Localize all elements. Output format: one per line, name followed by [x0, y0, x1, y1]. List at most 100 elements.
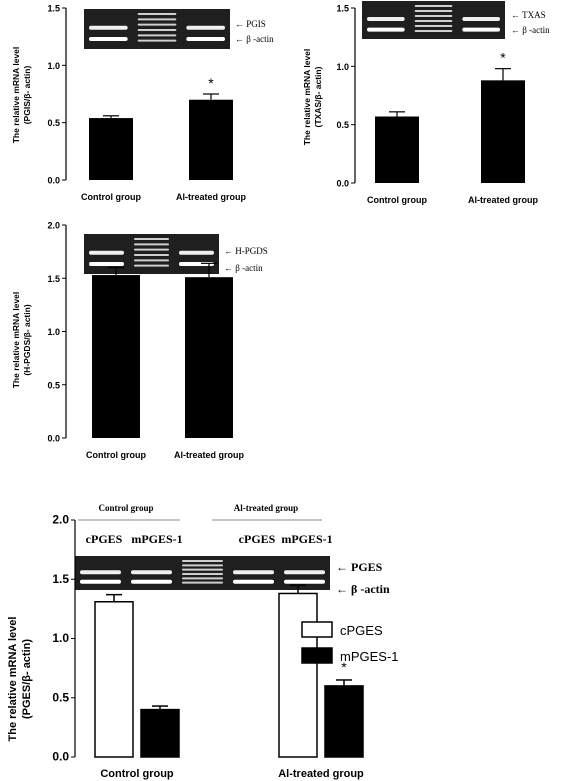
ladder-band: [134, 238, 169, 240]
y-axis-sublabel-3: (H-PGDS/β- actin): [22, 304, 32, 375]
bar: [185, 277, 233, 438]
target-band: [462, 16, 500, 21]
y-axis-label-3: The relative mRNA level: [11, 292, 21, 389]
gel-image-1: [84, 9, 230, 49]
y-tick-label: 1.5: [336, 4, 349, 14]
y-tick-label: 2.0: [47, 221, 60, 231]
ladder-band: [134, 254, 169, 256]
actin-band: [89, 37, 128, 41]
bar: [92, 275, 140, 438]
gel-lane-label: mPGES-1: [131, 532, 182, 546]
legend-label: mPGES-1: [340, 649, 399, 664]
ladder-band: [182, 560, 223, 562]
gel-label-actin: ← β -actin: [235, 34, 274, 44]
gel-lane-label: mPGES-1: [281, 532, 332, 546]
y-tick-label: 0.5: [47, 380, 60, 390]
significance-marker: *: [208, 75, 214, 91]
actin-band: [367, 27, 405, 32]
ladder-band: [182, 564, 223, 567]
significance-marker: *: [341, 659, 347, 675]
legend-swatch: [301, 621, 333, 638]
ladder-band: [134, 248, 169, 251]
y-tick-label: 0.5: [47, 118, 60, 128]
ladder-band: [182, 581, 223, 584]
gel-lane-label: cPGES: [86, 532, 123, 546]
gel-label-actin: ← β -actin: [336, 582, 390, 596]
gel-lane-label: cPGES: [239, 532, 276, 546]
actin-band: [233, 579, 274, 584]
y-tick-label: 1.0: [47, 327, 60, 337]
ladder-band: [134, 243, 169, 246]
target-band: [89, 250, 124, 255]
y-tick-label: 1.0: [52, 631, 69, 645]
y-axis-sublabel-2: (TXAS/β- actin): [313, 66, 323, 127]
x-tick-label: Control group: [367, 195, 427, 205]
significance-marker: *: [500, 50, 506, 66]
ladder-band: [414, 25, 453, 27]
legend: cPGES mPGES-1: [301, 621, 399, 664]
ladder-band: [137, 29, 177, 31]
y-axis-label-2: The relative mRNA level: [302, 49, 312, 146]
target-band: [367, 16, 405, 21]
actin-band: [80, 579, 121, 584]
actin-band: [131, 579, 172, 584]
ladder-band: [182, 577, 223, 580]
y-tick-label: 2.0: [52, 513, 69, 527]
ladder-band: [414, 30, 453, 32]
y-axis-label-4: The relative mRNA level: [7, 617, 19, 742]
ladder-band: [137, 39, 177, 42]
y-tick-label: 0.0: [52, 750, 69, 764]
ladder-band: [414, 10, 453, 12]
x-tick-label: Control group: [86, 450, 146, 460]
actin-band: [462, 27, 500, 32]
y-tick-label: 1.5: [52, 572, 69, 586]
ladder-band: [137, 18, 177, 21]
y-tick-label: 1.5: [47, 274, 60, 284]
gel-label-target: ← H-PGDS: [224, 246, 268, 256]
target-band: [179, 250, 214, 255]
ladder-band: [414, 20, 453, 22]
x-tick-label: Control group: [81, 192, 141, 202]
actin-band: [186, 37, 225, 41]
gel-label-target: ← TXAS: [511, 10, 546, 20]
legend-label: cPGES: [340, 623, 383, 638]
y-tick-label: 1.0: [336, 62, 349, 72]
legend-swatch: [301, 647, 333, 664]
gel-group-label: Al-treated group: [234, 503, 298, 513]
actin-band: [284, 579, 325, 584]
y-tick-label: 0.0: [47, 176, 60, 186]
y-tick-label: 0.5: [52, 690, 69, 704]
gel-image-4: [75, 556, 330, 590]
bar: [481, 80, 525, 183]
x-tick-label: Al-treated group: [174, 450, 245, 460]
gel-image-2: [362, 1, 505, 39]
gel-group-label: Control group: [99, 503, 154, 513]
ladder-band: [137, 34, 177, 37]
ladder-band: [134, 259, 169, 262]
target-band: [89, 25, 128, 30]
gel-label-actin: ← β -actin: [511, 25, 550, 35]
bar-mPGES-1: [324, 685, 364, 758]
target-band: [233, 570, 274, 575]
gel-image-3: [84, 234, 219, 274]
ladder-band: [134, 264, 169, 267]
y-tick-label: 1.5: [47, 4, 60, 14]
x-tick-label: Al-treated group: [468, 195, 539, 205]
y-axis-sublabel-1: (PGIS/β- actin): [22, 66, 32, 125]
y-tick-label: 0.0: [47, 434, 60, 444]
target-band: [80, 570, 121, 575]
y-axis-sublabel-4: (PGES/β- actin): [21, 639, 33, 719]
ladder-band: [414, 15, 453, 17]
bar-mPGES-1: [140, 708, 180, 758]
gel-label-actin: ← β -actin: [224, 263, 263, 273]
target-band: [284, 570, 325, 575]
ladder-band: [137, 23, 177, 26]
x-tick-label: Al-treated group: [176, 192, 247, 202]
ladder-band: [182, 568, 223, 571]
bar: [89, 118, 133, 180]
y-tick-label: 1.0: [47, 61, 60, 71]
bar-cPGES: [94, 601, 134, 758]
target-band: [186, 25, 225, 30]
bar: [375, 116, 419, 183]
